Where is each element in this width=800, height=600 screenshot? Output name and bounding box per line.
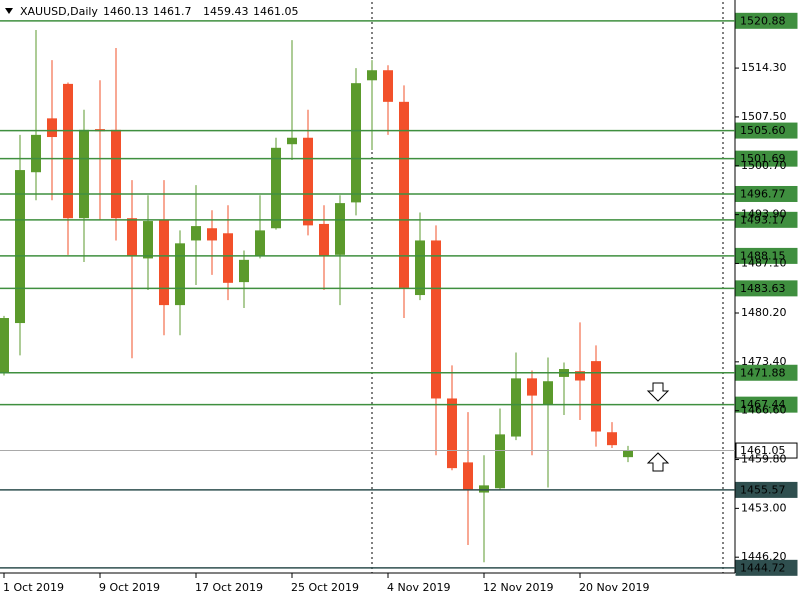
level-label: 1493.17	[740, 213, 786, 226]
header-open: 1460.13	[103, 5, 149, 18]
level-label-box	[735, 12, 798, 29]
level-label-box	[735, 211, 798, 228]
level-label: 1501.69	[740, 152, 786, 165]
x-tick-label: 4 Nov 2019	[387, 581, 450, 594]
candle-body	[0, 318, 9, 373]
header-low: 1459.43	[203, 5, 249, 18]
sell-arrow	[646, 382, 670, 402]
candle-body	[287, 137, 297, 145]
level-label-box	[735, 442, 798, 459]
levels: 1520.88 1505.60 1501.69 1496.77 1493.17 1488.…	[0, 12, 798, 576]
candle-body	[591, 361, 601, 432]
y-tick-label: 1466.60	[741, 404, 787, 417]
level-label: 1496.77	[740, 187, 786, 200]
symbol-title: XAUUSD,Daily	[20, 5, 98, 18]
candle-body	[351, 83, 361, 203]
candle-body	[79, 129, 89, 219]
candle-body	[223, 233, 233, 283]
candle-body	[271, 147, 281, 229]
candle-body	[447, 398, 457, 469]
menu-triangle[interactable]	[5, 8, 13, 14]
level-label-box	[735, 247, 798, 264]
y-tick-label: 1473.40	[741, 355, 787, 368]
candle-body	[383, 70, 393, 102]
y-tick-label: 1514.30	[741, 61, 787, 74]
x-tick-label: 1 Oct 2019	[3, 581, 64, 594]
candle-body	[303, 137, 313, 226]
level-label: 1471.88	[740, 366, 786, 379]
x-tick-label: 9 Oct 2019	[99, 581, 160, 594]
candle-body	[527, 378, 537, 396]
y-tick-label: 1459.80	[741, 453, 787, 466]
candle-body	[47, 118, 57, 138]
level-label-box	[735, 481, 798, 498]
y-tick-label: 1453.00	[741, 501, 787, 514]
x-tick-label: 25 Oct 2019	[291, 581, 359, 594]
candle-body	[191, 226, 201, 241]
candle-body	[127, 218, 137, 257]
candle-body	[255, 230, 265, 257]
candle-body	[207, 228, 217, 241]
candle-body	[111, 129, 121, 219]
y-tick-label: 1493.90	[741, 208, 787, 221]
x-tick-label: 20 Nov 2019	[579, 581, 649, 594]
level-label: 1467.44	[740, 398, 786, 411]
level-label: 1505.60	[740, 124, 786, 137]
level-label-box	[735, 185, 798, 202]
candle-body	[511, 378, 521, 437]
candle-body	[575, 371, 585, 381]
level-label: 1483.63	[740, 282, 786, 295]
level-label-box	[735, 559, 798, 576]
candle-body	[623, 450, 633, 458]
candle-body	[543, 381, 553, 405]
candle-body	[159, 220, 169, 306]
plot	[0, 30, 633, 563]
candle-body	[143, 221, 153, 259]
level-label-box	[735, 396, 798, 413]
candle-body	[607, 432, 617, 446]
candle-body	[15, 170, 25, 324]
header-close: 1461.05	[253, 5, 299, 18]
candle-body	[63, 83, 73, 219]
y-tick-label: 1507.50	[741, 110, 787, 123]
candle-body	[175, 243, 185, 306]
candle-body	[495, 434, 505, 489]
y-tick-label: 1480.20	[741, 306, 787, 319]
candle-body	[415, 240, 425, 296]
level-label-box	[735, 364, 798, 381]
header-high: 1461.7	[153, 5, 192, 18]
level-label-box	[735, 150, 798, 167]
candle-body	[335, 203, 345, 255]
candle-body	[239, 259, 249, 283]
level-label: 1455.57	[740, 483, 786, 496]
x-tick-label: 17 Oct 2019	[195, 581, 263, 594]
candle-body	[319, 223, 329, 257]
buy-arrow	[646, 452, 670, 472]
candle-body	[399, 101, 409, 288]
level-label: 1520.88	[740, 14, 786, 27]
y-tick-label: 1446.20	[741, 550, 787, 563]
level-label-box	[735, 280, 798, 297]
candle-body	[31, 134, 41, 173]
candle-body	[479, 485, 489, 493]
level-label: 1488.15	[740, 249, 786, 262]
x-tick-label: 12 Nov 2019	[483, 581, 553, 594]
candle-body	[431, 240, 441, 399]
y-tick-label: 1487.10	[741, 256, 787, 269]
y-tick-label: 1500.70	[741, 159, 787, 172]
level-label: 1444.72	[740, 561, 786, 574]
candle-body	[367, 70, 377, 81]
level-label-box	[735, 122, 798, 139]
candle-body	[463, 462, 473, 491]
level-label: 1461.05	[740, 444, 786, 457]
